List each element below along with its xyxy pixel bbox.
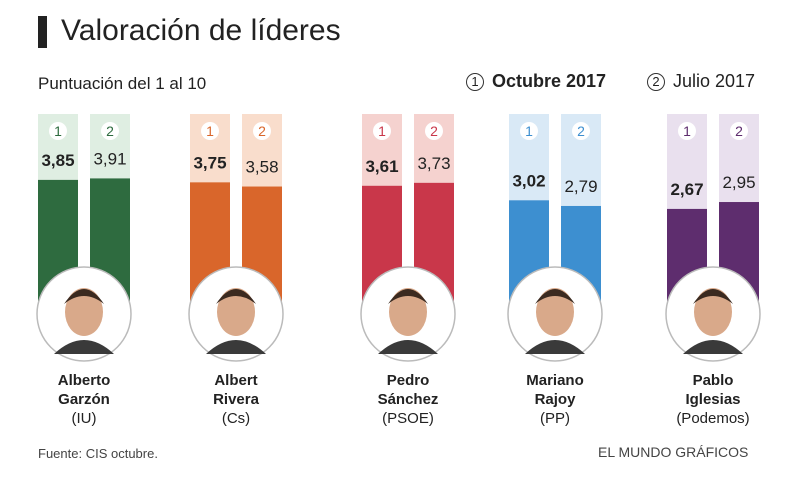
value-label-sanchez-s1: 3,61 [365,157,398,176]
value-label-garzon-s1: 3,85 [41,151,74,170]
value-label-rivera-s1: 3,75 [193,153,226,172]
leader-party: (PSOE) [382,410,434,427]
series-marker-label: 1 [525,123,533,139]
series-marker-label: 2 [430,123,438,139]
leader-label-garzon: Alberto Garzón (IU) [14,371,154,428]
value-label-rivera-s2: 3,58 [245,158,278,177]
leader-name-line2: Iglesias [685,391,741,408]
legend-item-previous: 2 Julio 2017 [647,71,755,92]
portrait-face-rajoy [536,288,574,336]
series-marker-circle [253,122,271,140]
legend-item-current: 1 Octubre 2017 [466,71,606,92]
leader-name-line2: Rajoy [534,391,576,408]
leader-label-sanchez: Pedro Sánchez (PSOE) [338,371,478,428]
series-marker-label: 1 [206,123,214,139]
portrait-hair-rivera [216,289,256,304]
source-note: Fuente: CIS octubre. [38,446,158,461]
leader-party: (PP) [540,410,570,427]
portrait-face-rivera [217,288,255,336]
series-marker-circle [520,122,538,140]
legend-marker-1: 1 [466,72,484,91]
portrait-body-iglesias [683,340,743,354]
portrait-hair-sanchez [388,289,428,304]
series-marker-label: 1 [54,123,62,139]
legend-label-previous: Julio 2017 [673,71,756,91]
series-marker-label: 2 [735,123,743,139]
legend-marker-2: 2 [647,72,665,91]
leader-name-line2: Rivera [213,391,259,408]
portrait-face-sanchez [389,288,427,336]
portrait-body-sanchez [378,340,438,354]
portrait-body-rajoy [525,340,585,354]
chart-title: Valoración de líderes [61,14,341,47]
portrait-hair-iglesias [693,289,733,304]
portrait-hair-garzon [64,289,104,304]
portrait-face-garzon [65,288,103,336]
series-marker-circle [101,122,119,140]
leader-name-line1: Mariano [526,372,584,389]
portrait-body-garzon [54,340,114,354]
series-marker-label: 2 [106,123,114,139]
series-marker-label: 2 [577,123,585,139]
series-marker-circle [373,122,391,140]
series-marker-label: 1 [683,123,691,139]
leader-name-line2: Garzón [58,391,110,408]
series-marker-label: 2 [258,123,266,139]
leader-label-rivera: Albert Rivera (Cs) [166,371,306,428]
series-marker-circle [425,122,443,140]
portrait-face-iglesias [694,288,732,336]
series-marker-circle [201,122,219,140]
leader-label-rajoy: Mariano Rajoy (PP) [485,371,625,428]
leader-party: (Podemos) [676,410,750,427]
title-bar [38,16,47,48]
chart-subtitle: Puntuación del 1 al 10 [38,74,207,93]
value-label-garzon-s2: 3,91 [93,149,126,168]
value-label-iglesias-s1: 2,67 [670,180,703,199]
leader-name-line2: Sánchez [377,391,439,408]
series-marker-label: 1 [378,123,386,139]
series-marker-circle [572,122,590,140]
leader-name-line1: Pedro [386,372,430,389]
leader-party: (Cs) [221,410,251,427]
legend-label-current: Octubre 2017 [492,71,607,91]
series-marker-circle [49,122,67,140]
series-marker-circle [678,122,696,140]
leader-label-iglesias: Pablo Iglesias (Podemos) [643,371,783,428]
series-marker-circle [730,122,748,140]
leader-party: (IU) [71,410,97,427]
leader-name-line1: Alberto [57,372,111,389]
value-label-rajoy-s2: 2,79 [564,177,597,196]
value-label-rajoy-s1: 3,02 [512,171,545,190]
leader-name-line1: Pablo [692,372,734,389]
value-label-iglesias-s2: 2,95 [722,173,755,192]
portrait-hair-rajoy [535,289,575,304]
portrait-body-rivera [206,340,266,354]
leader-name-line1: Albert [214,372,258,389]
value-label-sanchez-s2: 3,73 [417,154,450,173]
credit-note: EL MUNDO GRÁFICOS [598,444,749,460]
